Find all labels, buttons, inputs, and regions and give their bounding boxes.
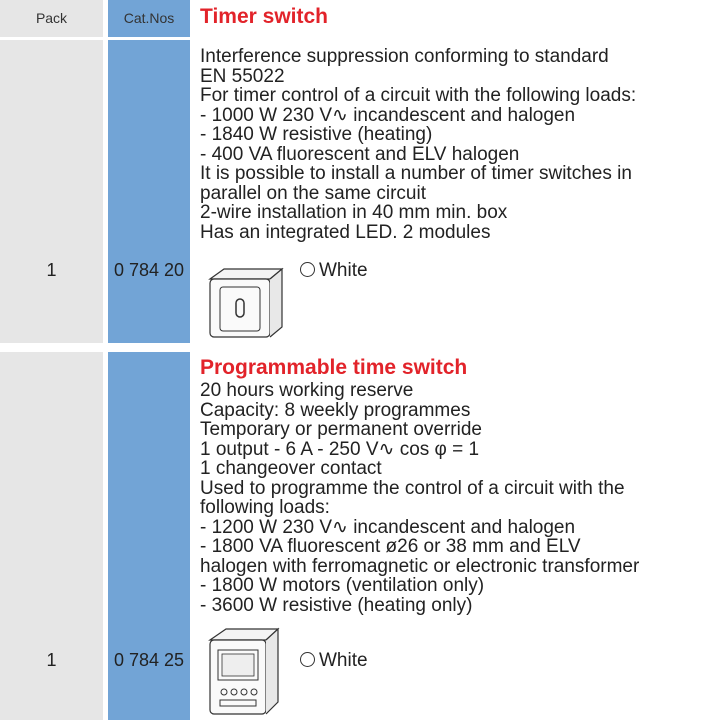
finish-circle [300, 262, 315, 277]
section-body: Interference suppression conforming to s… [200, 47, 636, 242]
body-line: It is possible to install a number of ti… [200, 163, 632, 184]
pack-value: 1 [46, 650, 57, 670]
body-line: EN 55022 [200, 65, 285, 87]
pack-header: Pack [0, 0, 103, 37]
body-line: - 1800 W motors (ventilation only) [200, 575, 485, 596]
catnos-header: Cat.Nos [108, 0, 190, 37]
finish: White [300, 261, 368, 281]
finish-label: White [319, 260, 368, 281]
body-line: 20 hours working reserve [200, 380, 414, 401]
body-line: - 3600 W resistive (heating only) [200, 594, 473, 616]
catno-value: 0 784 20 [113, 260, 185, 280]
body-line: Used to programme the control of a circu… [200, 477, 625, 499]
body-line: - 400 VA fluorescent and ELV halogen [200, 143, 520, 165]
body-line: 1 output - 6 A - 250 V∿ cos φ = 1 [200, 438, 480, 460]
body-line: following loads: [200, 497, 330, 518]
body-line: Interference suppression conforming to s… [200, 46, 609, 67]
finish-circle [300, 652, 315, 667]
body-line: 1 changeover contact [200, 458, 382, 479]
body-line: For timer control of a circuit with the … [200, 85, 637, 106]
section-title: Programmable time switch [200, 356, 468, 379]
body-line: Temporary or permanent override [200, 419, 482, 440]
body-line: parallel on the same circuit [200, 182, 426, 204]
body-line: Capacity: 8 weekly programmes [200, 399, 471, 421]
pack-value: 1 [46, 260, 57, 280]
section-body: 20 hours working reserve Capacity: 8 week… [200, 381, 639, 615]
body-line: - 1200 W 230 V∿ incandescent and halogen [200, 516, 576, 538]
pack-column [0, 352, 103, 720]
product-image [208, 627, 280, 715]
product-image [208, 267, 284, 338]
catno-value: 0 784 25 [113, 650, 185, 670]
body-line: halogen with ferromagnetic or electronic… [200, 555, 640, 577]
pack-column [0, 40, 103, 343]
body-line: - 1800 VA fluorescent ø26 or 38 mm and E… [200, 536, 581, 557]
section-title: Timer switch [200, 5, 328, 28]
body-line: - 1000 W 230 V∿ incandescent and halogen [200, 104, 576, 126]
catno-column [108, 352, 190, 720]
finish-label: White [319, 650, 368, 671]
body-line: - 1840 W resistive (heating) [200, 124, 433, 145]
finish: White [300, 651, 368, 671]
body-line: Has an integrated LED. 2 modules [200, 221, 491, 243]
catno-column [108, 40, 190, 343]
body-line: 2-wire installation in 40 mm min. box [200, 202, 508, 223]
